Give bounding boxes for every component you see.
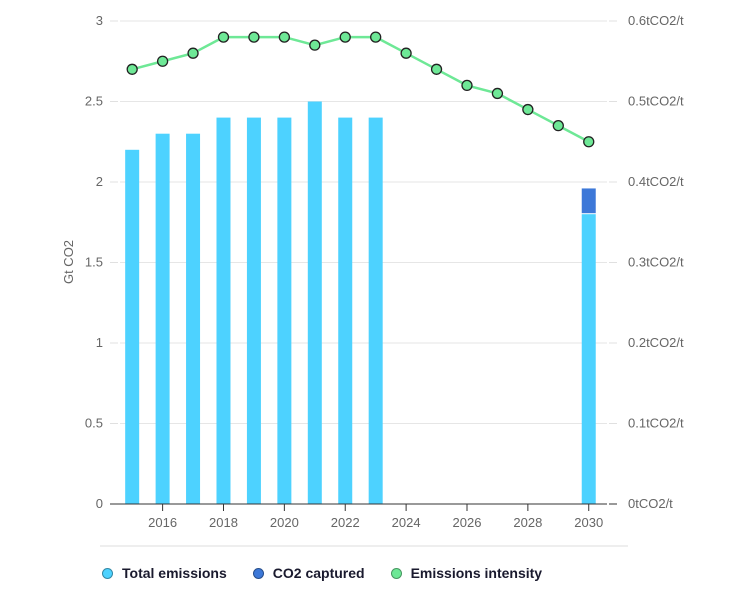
- bar-total-emissions: [246, 117, 261, 504]
- y2-tick-label: 0.1tCO2/t: [628, 416, 684, 431]
- x-tick-label: 2016: [148, 515, 177, 530]
- y-tick-label: 3: [96, 13, 103, 28]
- y-tick-label: 0.5: [85, 416, 103, 431]
- bar-total-emissions: [186, 133, 201, 504]
- gridlines: [120, 20, 607, 424]
- bar-co2-captured: [581, 188, 596, 214]
- x-tick-label: 2026: [453, 515, 482, 530]
- x-tick-label: 2018: [209, 515, 238, 530]
- bars: [125, 101, 596, 505]
- legend-marker-icon: [390, 567, 402, 579]
- x-tick-label: 2030: [574, 515, 603, 530]
- y-tick-label: 2: [96, 174, 103, 189]
- intensity-line: [126, 31, 595, 148]
- bar-total-emissions: [277, 117, 292, 504]
- legend-label: CO2 captured: [272, 565, 365, 581]
- point-emissions-intensity: [339, 31, 351, 43]
- y-tick-label: 1: [96, 335, 103, 350]
- point-emissions-intensity: [278, 31, 291, 43]
- y-tick-label: 0: [96, 496, 103, 511]
- line-emissions-intensity: [131, 35, 590, 143]
- y-tick-label: 2.5: [85, 94, 103, 109]
- bar-total-emissions: [307, 101, 322, 504]
- legend-item-co2-captured[interactable]: CO2 captured: [252, 565, 365, 581]
- point-emissions-intensity: [491, 87, 504, 100]
- y-axis-title: Gt CO2: [61, 240, 76, 284]
- point-emissions-intensity: [248, 31, 260, 43]
- point-emissions-intensity: [552, 120, 564, 132]
- bar-total-emissions: [125, 149, 140, 505]
- legend-item-emissions-intensity[interactable]: Emissions intensity: [390, 565, 543, 581]
- bar-total-emissions: [338, 117, 353, 504]
- x-tick-label: 2028: [513, 515, 542, 530]
- point-emissions-intensity: [370, 31, 382, 43]
- point-emissions-intensity: [309, 39, 321, 51]
- chart: 00.511.522.53 0tCO2/t0.1tCO2/t0.2tCO2/t0…: [61, 13, 684, 530]
- point-emissions-intensity: [583, 136, 595, 148]
- point-emissions-intensity: [156, 55, 169, 67]
- legend-label: Total emissions: [122, 565, 227, 581]
- x-tick-label: 2022: [331, 515, 360, 530]
- point-emissions-intensity: [400, 47, 412, 59]
- legend: Total emissions CO2 captured Emissions i…: [102, 565, 542, 581]
- legend-marker-icon: [102, 567, 113, 579]
- y-axis-left: 0 0.5 1 1.5 2 2.5 3: [85, 13, 118, 511]
- point-emissions-intensity: [217, 31, 230, 43]
- point-emissions-intensity: [461, 79, 473, 92]
- point-emissions-intensity: [187, 47, 199, 59]
- x-axis: 2016 2018 2020 2022 2024 2026 2028 2030: [110, 503, 607, 530]
- point-emissions-intensity: [126, 63, 138, 75]
- bar-total-emissions: [155, 133, 170, 504]
- y2-tick-label: 0tCO2/t: [628, 496, 673, 511]
- legend-label: Emissions intensity: [410, 565, 543, 581]
- legend-divider: [100, 545, 628, 547]
- x-tick-label: 2024: [392, 515, 421, 530]
- x-tick-label: 2020: [270, 515, 299, 530]
- y-tick-label: 1.5: [85, 255, 103, 270]
- bar-total-emissions: [368, 117, 383, 504]
- point-emissions-intensity: [522, 103, 534, 116]
- y2-tick-label: 0.6tCO2/t: [628, 13, 684, 28]
- bar-total-emissions: [216, 117, 231, 504]
- legend-marker-icon: [252, 567, 264, 579]
- y2-tick-label: 0.5tCO2/t: [628, 94, 684, 109]
- y2-tick-label: 0.2tCO2/t: [628, 335, 684, 350]
- y-axis-right: 0tCO2/t 0.1tCO2/t 0.2tCO2/t 0.3tCO2/t 0.4tCO…: [609, 13, 684, 511]
- point-emissions-intensity: [430, 63, 443, 75]
- legend-item-total-emissions[interactable]: Total emissions: [102, 565, 227, 581]
- bar-total-emissions: [581, 214, 596, 504]
- y2-tick-label: 0.4tCO2/t: [628, 174, 684, 189]
- y2-tick-label: 0.3tCO2/t: [628, 255, 684, 270]
